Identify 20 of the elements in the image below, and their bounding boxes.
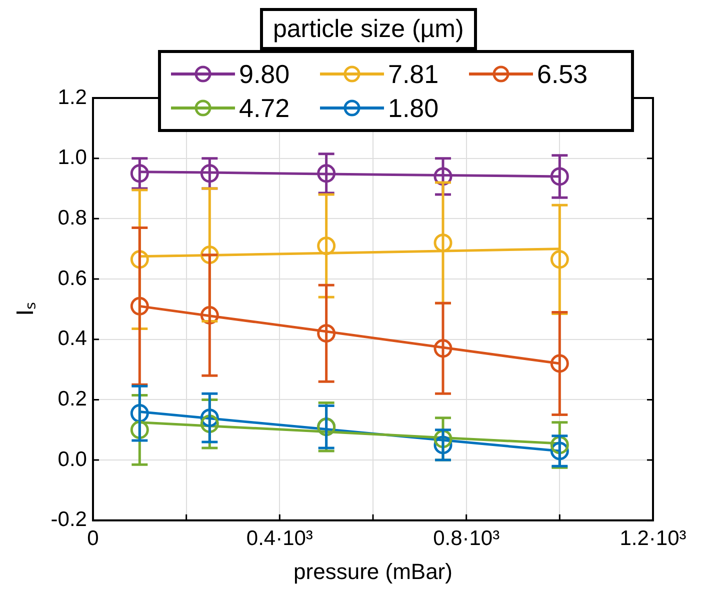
y-tick-label: 1.2 — [58, 86, 87, 109]
y-tick-label: 0.2 — [58, 388, 87, 411]
y-tick-label: 0.8 — [58, 206, 87, 230]
y-tick-label: -0.2 — [50, 508, 87, 532]
legend-label: 9.80 — [239, 58, 290, 91]
legend-label: 4.72 — [239, 92, 290, 125]
x-tick-label: 0.8·10³ — [433, 526, 500, 550]
y-tick-label: 0.4 — [58, 327, 88, 350]
y-tick-label: 0.6 — [58, 266, 87, 290]
y-tick-label: 0.0 — [58, 448, 87, 471]
x-tick-label: 1.2·10³ — [620, 526, 686, 550]
y-axis-title: Iₛ — [12, 302, 40, 316]
legend-label: 1.80 — [388, 92, 439, 125]
y-tick-label: 1.0 — [58, 146, 87, 170]
legend-label: 7.81 — [388, 58, 439, 91]
x-tick-label: 0 — [87, 526, 99, 550]
legend-title: particle size (µm) — [260, 8, 477, 50]
x-axis-title: pressure (mBar) — [294, 558, 452, 584]
x-tick-label: 0.4·10³ — [246, 526, 313, 550]
legend-label: 6.53 — [537, 58, 588, 91]
